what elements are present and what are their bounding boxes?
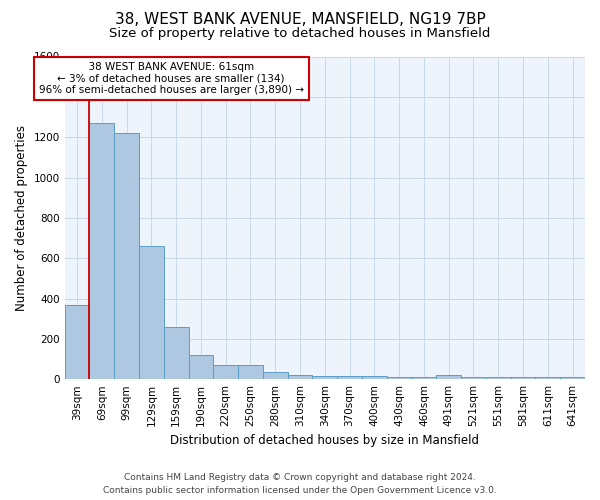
Bar [535,377,560,379]
Bar [560,377,585,379]
Bar [362,376,387,379]
Bar [114,133,139,379]
Bar [387,377,412,379]
Bar [436,375,461,379]
Text: 38 WEST BANK AVENUE: 61sqm  
← 3% of detached houses are smaller (134)
96% of se: 38 WEST BANK AVENUE: 61sqm ← 3% of detac… [39,62,304,96]
Y-axis label: Number of detached properties: Number of detached properties [15,125,28,311]
Bar [486,377,511,379]
Bar [412,377,436,379]
Bar [263,372,287,379]
Text: Size of property relative to detached houses in Mansfield: Size of property relative to detached ho… [109,28,491,40]
Text: Contains HM Land Registry data © Crown copyright and database right 2024.
Contai: Contains HM Land Registry data © Crown c… [103,473,497,495]
Bar [511,377,535,379]
Bar [214,365,238,379]
X-axis label: Distribution of detached houses by size in Mansfield: Distribution of detached houses by size … [170,434,479,448]
Text: 38, WEST BANK AVENUE, MANSFIELD, NG19 7BP: 38, WEST BANK AVENUE, MANSFIELD, NG19 7B… [115,12,485,28]
Bar [188,355,214,379]
Bar [238,365,263,379]
Bar [139,246,164,379]
Bar [65,304,89,379]
Bar [287,375,313,379]
Bar [337,376,362,379]
Bar [164,326,188,379]
Bar [313,376,337,379]
Bar [461,377,486,379]
Bar [89,123,114,379]
